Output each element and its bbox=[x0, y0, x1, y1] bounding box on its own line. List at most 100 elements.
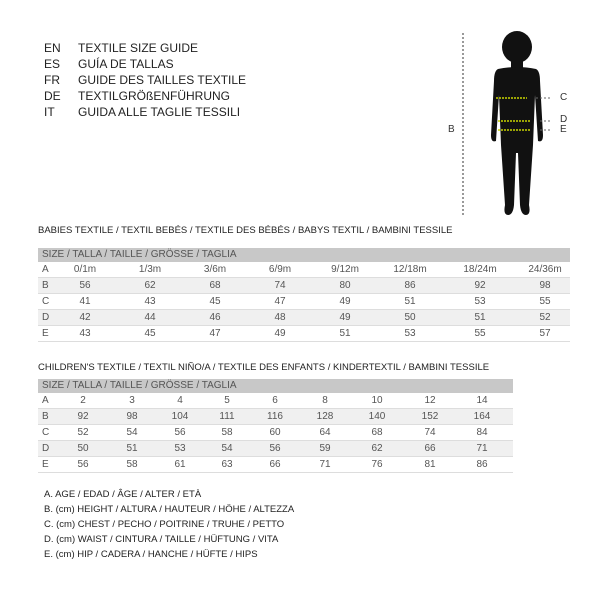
table-cell: 152 bbox=[421, 411, 439, 422]
title-de: DE TEXTILGRÖßENFÜHRUNG bbox=[44, 89, 231, 103]
table-cell: 1/3m bbox=[138, 264, 162, 275]
table-row: C 41 43 45 47 49 51 53 55 bbox=[38, 294, 570, 310]
table-cell: 24/36m bbox=[528, 264, 562, 275]
table-cell: 55 bbox=[539, 296, 551, 307]
table-cell: 71 bbox=[319, 459, 331, 470]
table-cell: 59 bbox=[319, 443, 331, 454]
table-cell: 3 bbox=[129, 395, 135, 406]
table-cell: 57 bbox=[539, 328, 551, 339]
table-cell: 56 bbox=[79, 280, 91, 291]
table-cell: 63 bbox=[221, 459, 233, 470]
table-cell: 44 bbox=[144, 312, 156, 323]
table-cell: 49 bbox=[339, 312, 351, 323]
table-cell: 56 bbox=[77, 459, 89, 470]
table-cell: 49 bbox=[274, 328, 286, 339]
table-cell: 12 bbox=[424, 395, 436, 406]
table-cell: 86 bbox=[404, 280, 416, 291]
table-cell: 92 bbox=[77, 411, 89, 422]
table-cell: 71 bbox=[476, 443, 488, 454]
table-cell: 164 bbox=[473, 411, 491, 422]
legend-item: B. (cm) HEIGHT / ALTURA / HAUTEUR / HÖHE… bbox=[44, 504, 295, 515]
table-row: A 0/1m 1/3m 3/6m 6/9m 9/12m 12/18m 18/24m 24/36m bbox=[38, 262, 570, 278]
table-cell: 68 bbox=[209, 280, 221, 291]
table-cell: 66 bbox=[424, 443, 436, 454]
table-header: SIZE / TALLA / TAILLE / GRÖSSE / TAGLIA bbox=[38, 379, 513, 393]
table-cell: 116 bbox=[267, 411, 283, 422]
row-label: C bbox=[42, 427, 50, 438]
table-cell: 51 bbox=[126, 443, 138, 454]
table-cell: 64 bbox=[319, 427, 331, 438]
table-cell: 98 bbox=[126, 411, 138, 422]
table-cell: 54 bbox=[221, 443, 233, 454]
babies-section-title: BABIES TEXTILE / TEXTIL BEBÉS / TEXTILE … bbox=[38, 225, 453, 236]
table-cell: 51 bbox=[339, 328, 351, 339]
table-cell: 104 bbox=[171, 411, 189, 422]
table-cell: 98 bbox=[539, 280, 551, 291]
table-cell: 55 bbox=[474, 328, 486, 339]
table-cell: 61 bbox=[174, 459, 186, 470]
table-row: A 2 3 4 5 6 8 10 12 14 bbox=[38, 393, 513, 409]
table-cell: 56 bbox=[174, 427, 186, 438]
row-label: A bbox=[42, 264, 49, 275]
table-row: E 43 45 47 49 51 53 55 57 bbox=[38, 326, 570, 342]
table-row: E 56 58 61 63 66 71 76 81 86 bbox=[38, 457, 513, 473]
table-cell: 41 bbox=[79, 296, 91, 307]
table-cell: 52 bbox=[77, 427, 89, 438]
table-cell: 6 bbox=[272, 395, 278, 406]
table-cell: 2 bbox=[80, 395, 86, 406]
table-cell: 62 bbox=[371, 443, 383, 454]
table-cell: 45 bbox=[209, 296, 221, 307]
title-it: IT GUIDA ALLE TAGLIE TESSILI bbox=[44, 105, 241, 119]
title-fr: FR GUIDE DES TAILLES TEXTILE bbox=[44, 73, 247, 87]
table-cell: 92 bbox=[474, 280, 486, 291]
table-cell: 53 bbox=[174, 443, 186, 454]
table-cell: 53 bbox=[474, 296, 486, 307]
table-cell: 43 bbox=[144, 296, 156, 307]
label-c: C bbox=[560, 92, 568, 103]
table-cell: 80 bbox=[339, 280, 351, 291]
table-row: D 42 44 46 48 49 50 51 52 bbox=[38, 310, 570, 326]
table-cell: 42 bbox=[79, 312, 91, 323]
table-cell: 0/1m bbox=[73, 264, 97, 275]
row-label: B bbox=[42, 411, 49, 422]
table-cell: 60 bbox=[269, 427, 281, 438]
table-cell: 9/12m bbox=[331, 264, 359, 275]
table-row: B 92 98 104 111 116 128 140 152 164 bbox=[38, 409, 513, 425]
table-cell: 74 bbox=[424, 427, 436, 438]
table-cell: 4 bbox=[177, 395, 183, 406]
table-cell: 47 bbox=[209, 328, 221, 339]
table-cell: 49 bbox=[339, 296, 351, 307]
table-cell: 86 bbox=[476, 459, 488, 470]
table-cell: 53 bbox=[404, 328, 416, 339]
table-cell: 46 bbox=[209, 312, 221, 323]
child-silhouette-icon bbox=[462, 31, 552, 217]
table-cell: 12/18m bbox=[393, 264, 427, 275]
table-cell: 14 bbox=[476, 395, 488, 406]
table-cell: 58 bbox=[126, 459, 138, 470]
table-cell: 10 bbox=[371, 395, 383, 406]
table-cell: 50 bbox=[77, 443, 89, 454]
table-cell: 62 bbox=[144, 280, 156, 291]
legend-item: D. (cm) WAIST / CINTURA / TAILLE / HÜFTU… bbox=[44, 534, 279, 545]
table-cell: 5 bbox=[224, 395, 230, 406]
row-label: D bbox=[42, 312, 50, 323]
table-cell: 74 bbox=[274, 280, 286, 291]
row-label: E bbox=[42, 459, 49, 470]
legend-item: E. (cm) HIP / CADERA / HANCHE / HÜFTE / … bbox=[44, 549, 258, 560]
table-cell: 18/24m bbox=[463, 264, 497, 275]
row-label: B bbox=[42, 280, 49, 291]
table-cell: 8 bbox=[322, 395, 328, 406]
table-cell: 51 bbox=[474, 312, 486, 323]
legend-item: A. AGE / EDAD / ÂGE / ALTER / ETÀ bbox=[44, 489, 202, 500]
children-table: SIZE / TALLA / TAILLE / GRÖSSE / TAGLIA … bbox=[38, 379, 513, 473]
table-cell: 56 bbox=[269, 443, 281, 454]
table-cell: 45 bbox=[144, 328, 156, 339]
table-cell: 140 bbox=[368, 411, 386, 422]
table-cell: 52 bbox=[539, 312, 551, 323]
table-cell: 81 bbox=[424, 459, 436, 470]
babies-table: SIZE / TALLA / TAILLE / GRÖSSE / TAGLIA … bbox=[38, 248, 570, 342]
label-d: D bbox=[560, 114, 568, 125]
title-en: EN TEXTILE SIZE GUIDE bbox=[44, 41, 199, 55]
table-cell: 51 bbox=[404, 296, 416, 307]
label-e: E bbox=[560, 124, 567, 135]
